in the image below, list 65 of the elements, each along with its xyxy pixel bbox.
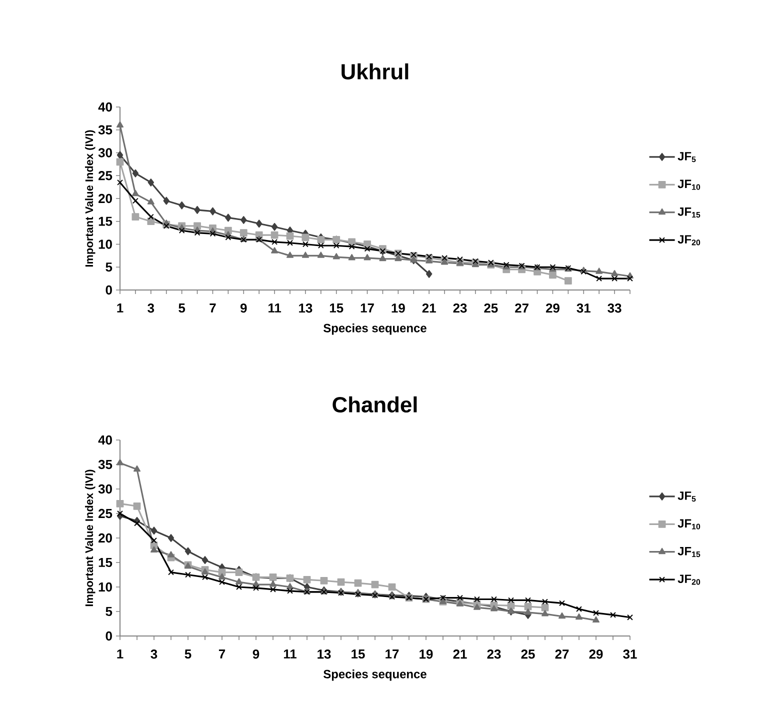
chart-title: Chandel xyxy=(332,396,417,413)
legend-label: JF$_{10}$ xyxy=(678,180,700,190)
x-axis-title: Species sequence xyxy=(324,670,426,681)
legend-label: JF$_{10}$ xyxy=(678,519,700,530)
x-tick-label: 21 xyxy=(453,650,467,659)
x-tick-label: 1 xyxy=(117,650,124,658)
x-tick-label: 27 xyxy=(515,304,528,313)
x-tick-label: 11 xyxy=(268,304,282,312)
x-tick-label: 19 xyxy=(420,650,433,659)
y-tick-label: 10 xyxy=(98,582,112,592)
legend-label: JF$_{20}$ xyxy=(678,574,700,585)
y-tick-label: 25 xyxy=(98,508,112,518)
x-tick-label: 3 xyxy=(148,304,154,313)
y-tick-label: 30 xyxy=(98,484,112,494)
y-tick-label: 5 xyxy=(106,262,112,272)
x-tick-label: 7 xyxy=(218,650,226,658)
x-tick-label: 11 xyxy=(284,650,296,658)
x-tick-label: 15 xyxy=(330,304,344,313)
y-tick-label: 30 xyxy=(98,148,112,158)
y-tick-label: 35 xyxy=(98,125,112,134)
x-tick-label: 23 xyxy=(453,304,467,313)
y-tick-label: 40 xyxy=(98,102,112,112)
y-tick-label: 25 xyxy=(98,171,112,180)
y-tick-label: 0 xyxy=(106,631,112,641)
x-tick-label: 33 xyxy=(608,304,622,313)
legend-label: JF$_{5}$ xyxy=(678,152,696,162)
x-tick-label: 29 xyxy=(546,304,560,313)
x-tick-label: 19 xyxy=(392,304,405,313)
x-tick-label: 5 xyxy=(184,650,192,659)
y-tick-label: 20 xyxy=(98,194,112,204)
x-tick-label: 25 xyxy=(484,304,498,313)
x-tick-label: 9 xyxy=(252,650,260,659)
legend-label: JF$_{15}$ xyxy=(678,207,700,218)
x-tick-label: 31 xyxy=(623,650,637,659)
x-tick-label: 31 xyxy=(576,304,590,313)
y-tick-label: 0 xyxy=(106,285,112,295)
x-tick-label: 21 xyxy=(422,304,436,313)
x-tick-label: 17 xyxy=(386,650,399,658)
x-tick-label: 1 xyxy=(117,304,124,312)
x-tick-label: 7 xyxy=(210,304,216,312)
y-tick-label: 10 xyxy=(98,240,112,249)
x-tick-label: 13 xyxy=(299,304,312,313)
x-axis-title: Species sequence xyxy=(324,324,426,335)
x-tick-label: 25 xyxy=(521,650,535,659)
y-tick-label: 40 xyxy=(98,435,112,445)
x-tick-label: 27 xyxy=(555,650,569,659)
x-tick-label: 17 xyxy=(360,304,374,312)
y-tick-label: 15 xyxy=(98,216,112,226)
x-tick-label: 9 xyxy=(240,304,247,313)
legend-label: JF$_{20}$ xyxy=(678,235,700,246)
x-tick-label: 15 xyxy=(352,650,365,659)
chart-title: Ukhrul xyxy=(342,63,408,80)
x-tick-label: 5 xyxy=(178,304,186,313)
y-tick-label: 20 xyxy=(98,533,112,543)
x-tick-label: 13 xyxy=(318,650,331,659)
y-tick-label: 15 xyxy=(98,558,112,568)
x-tick-label: 3 xyxy=(150,650,158,659)
x-tick-label: 29 xyxy=(589,650,603,659)
y-axis-title: Important Value Index (IVI) xyxy=(85,470,96,606)
x-tick-label: 23 xyxy=(487,650,501,659)
legend-label: JF$_{15}$ xyxy=(678,547,700,558)
y-tick-label: 35 xyxy=(98,460,112,470)
legend-label: JF$_{5}$ xyxy=(678,492,696,502)
y-tick-label: 5 xyxy=(106,606,112,616)
y-axis-title: Important Value Index (IVI) xyxy=(85,130,96,267)
